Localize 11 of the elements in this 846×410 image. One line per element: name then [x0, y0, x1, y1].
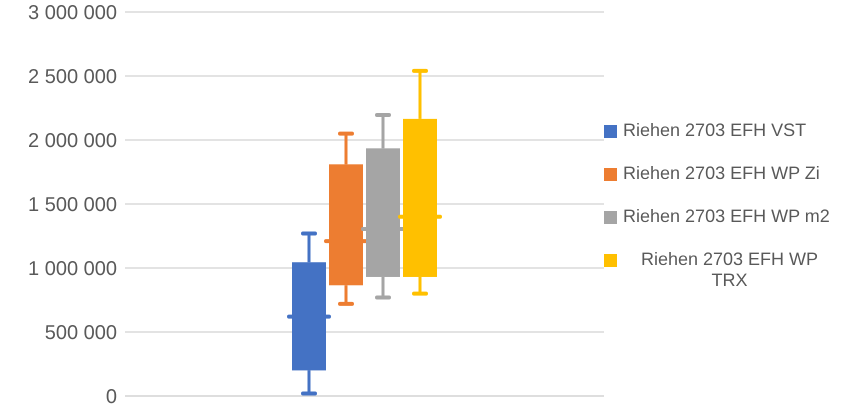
legend-label: Riehen 2703 EFH WP m2 [623, 206, 830, 226]
y-tick-label: 1 500 000 [28, 194, 117, 216]
y-tick-label: 0 [106, 386, 117, 408]
legend-label: Riehen 2703 EFH WP Zi [623, 162, 820, 184]
y-tick-label: 2 000 000 [28, 130, 117, 152]
legend-label: Riehen 2703 EFH WP TRX [640, 248, 820, 290]
y-tick-label: 2 500 000 [28, 66, 117, 88]
y-tick-label: 3 000 000 [28, 2, 117, 24]
y-tick-label: 500 000 [44, 322, 117, 344]
y-tick-label: 1 000 000 [28, 258, 117, 280]
legend-label: Riehen 2703 EFH VST [623, 120, 806, 140]
